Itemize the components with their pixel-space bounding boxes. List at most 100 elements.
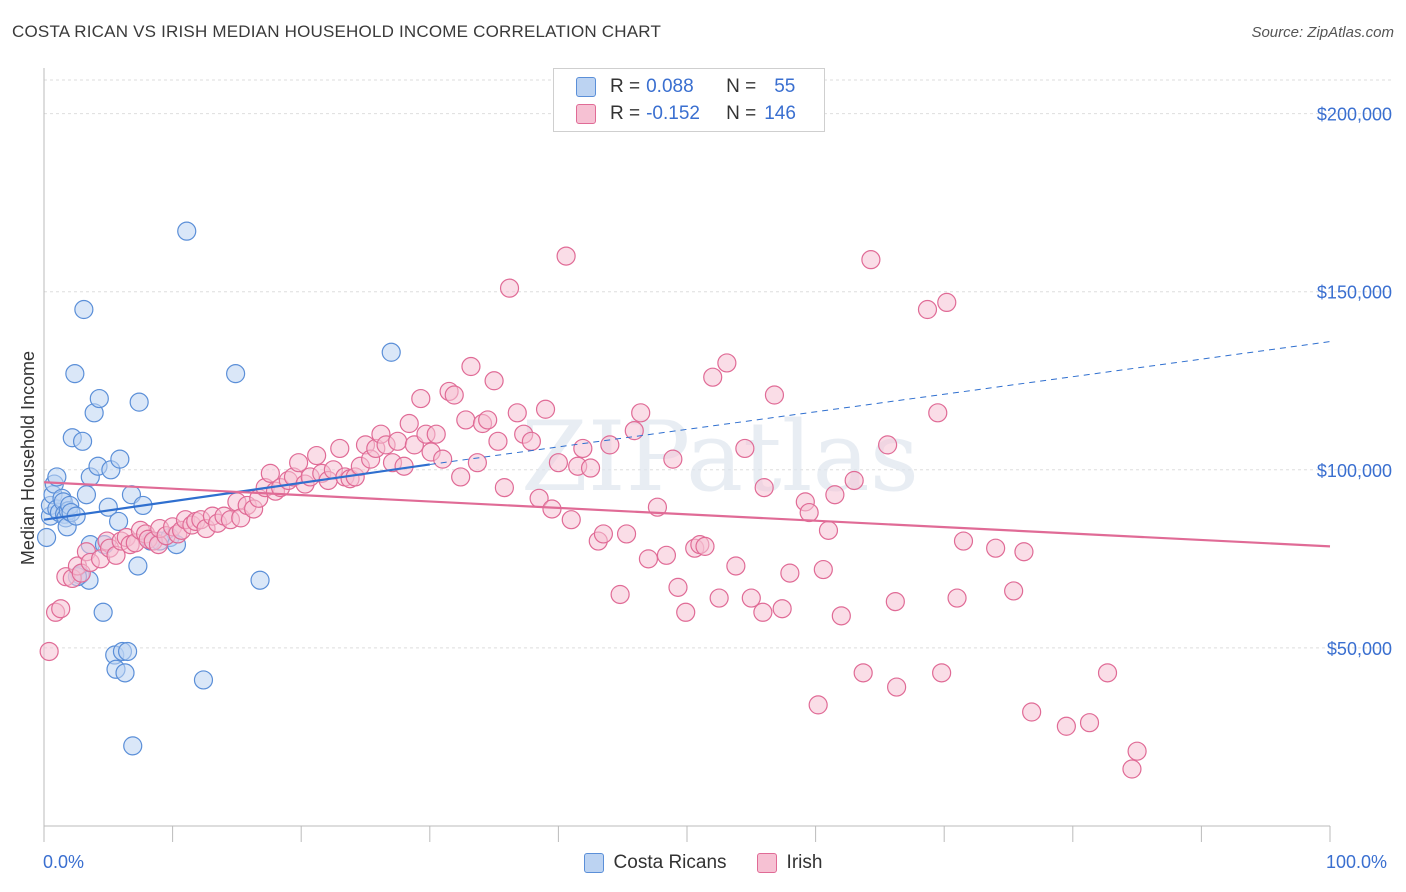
data-point: [1004, 581, 1024, 601]
y-tick-label: $200,000: [1317, 105, 1392, 125]
correlation-legend: R = 0.088 N = 55 R = -0.152 N = 146: [553, 68, 825, 132]
y-tick-label: $100,000: [1317, 461, 1392, 481]
data-point: [451, 467, 471, 487]
data-point: [593, 524, 614, 544]
data-point: [656, 545, 677, 565]
data-point: [36, 527, 57, 548]
data-point: [717, 353, 737, 373]
data-point: [676, 602, 696, 622]
legend-row-irish: R = -0.152 N = 146: [576, 103, 796, 125]
data-point: [610, 584, 630, 605]
data-point: [330, 438, 350, 459]
data-point: [381, 342, 401, 362]
irish-legend-swatch: [756, 853, 777, 873]
data-point: [703, 367, 723, 387]
data-point: [878, 435, 898, 455]
data-point: [488, 431, 508, 451]
data-point: [47, 467, 67, 487]
data-point: [1097, 663, 1118, 683]
r-value: -0.152: [646, 103, 700, 124]
r-label: R =: [610, 76, 641, 97]
data-point: [663, 449, 683, 469]
data-point: [108, 511, 129, 532]
n-label: N =: [726, 76, 757, 97]
data-point: [825, 485, 845, 505]
y-tick-label: $50,000: [1327, 639, 1392, 659]
data-point: [668, 577, 688, 597]
data-point: [548, 453, 569, 473]
watermark: ZIPatlas: [521, 401, 919, 513]
data-point: [433, 449, 453, 469]
data-point: [260, 463, 280, 483]
data-point: [556, 246, 576, 266]
data-point: [947, 588, 967, 608]
n-label: N =: [726, 103, 757, 124]
trend-line-extension: [429, 341, 1331, 465]
data-point: [1127, 741, 1147, 761]
series-legend: Costa Ricans Irish: [0, 852, 1406, 874]
legend-label-costa-ricans: Costa Ricans: [613, 852, 727, 873]
costa-ricans-swatch: [576, 77, 596, 97]
data-point: [573, 438, 593, 459]
data-point: [521, 431, 541, 451]
data-point: [638, 549, 659, 569]
data-point: [478, 410, 498, 430]
data-point: [494, 478, 514, 498]
trend-line: [43, 481, 1331, 548]
data-point: [1122, 759, 1142, 779]
x-tick-label-max: 100.0%: [1326, 852, 1388, 872]
legend-row-costa-ricans: R = 0.088 N = 55: [576, 76, 795, 98]
data-point: [937, 292, 957, 312]
data-point: [250, 570, 270, 590]
data-point: [193, 670, 214, 690]
data-point: [89, 388, 109, 409]
data-point: [844, 470, 864, 491]
data-point: [456, 410, 476, 430]
data-point: [399, 413, 419, 434]
data-point: [484, 371, 504, 391]
data-point: [561, 510, 581, 530]
data-point: [177, 221, 197, 241]
data-point: [772, 599, 792, 619]
data-point: [226, 364, 246, 384]
data-point: [72, 431, 93, 451]
x-tick-label-min: 0.0%: [43, 852, 85, 872]
data-point: [123, 736, 143, 756]
data-point: [932, 663, 952, 683]
legend-item-irish: Irish: [756, 852, 822, 874]
data-point: [986, 538, 1006, 558]
data-point: [861, 250, 881, 270]
data-point: [128, 556, 148, 576]
data-point: [754, 478, 774, 498]
data-point: [726, 556, 746, 576]
data-point: [467, 453, 487, 473]
data-point: [831, 606, 851, 626]
data-point: [887, 677, 907, 697]
r-value: 0.088: [646, 76, 694, 97]
data-point: [51, 599, 71, 619]
legend-item-costa-ricans: Costa Ricans: [583, 852, 727, 874]
data-point: [624, 421, 644, 441]
data-point: [885, 591, 905, 612]
data-point: [74, 299, 94, 320]
data-point: [117, 641, 138, 662]
n-value: 146: [764, 103, 796, 124]
data-point: [444, 385, 464, 405]
irish-swatch: [576, 104, 596, 124]
data-point: [388, 431, 408, 451]
r-label: R =: [610, 103, 641, 124]
data-point: [818, 520, 839, 540]
data-point: [741, 588, 761, 608]
data-point: [853, 663, 873, 683]
source-label: Source: ZipAtlas.com: [1251, 24, 1394, 41]
data-point: [307, 445, 327, 466]
data-point: [461, 356, 481, 377]
data-point: [1079, 713, 1100, 733]
y-axis-label: Median Household Income: [18, 351, 38, 565]
data-point: [735, 438, 755, 459]
n-value: 55: [774, 76, 796, 97]
data-point: [753, 602, 773, 622]
data-point: [631, 403, 651, 423]
data-point: [953, 531, 974, 551]
